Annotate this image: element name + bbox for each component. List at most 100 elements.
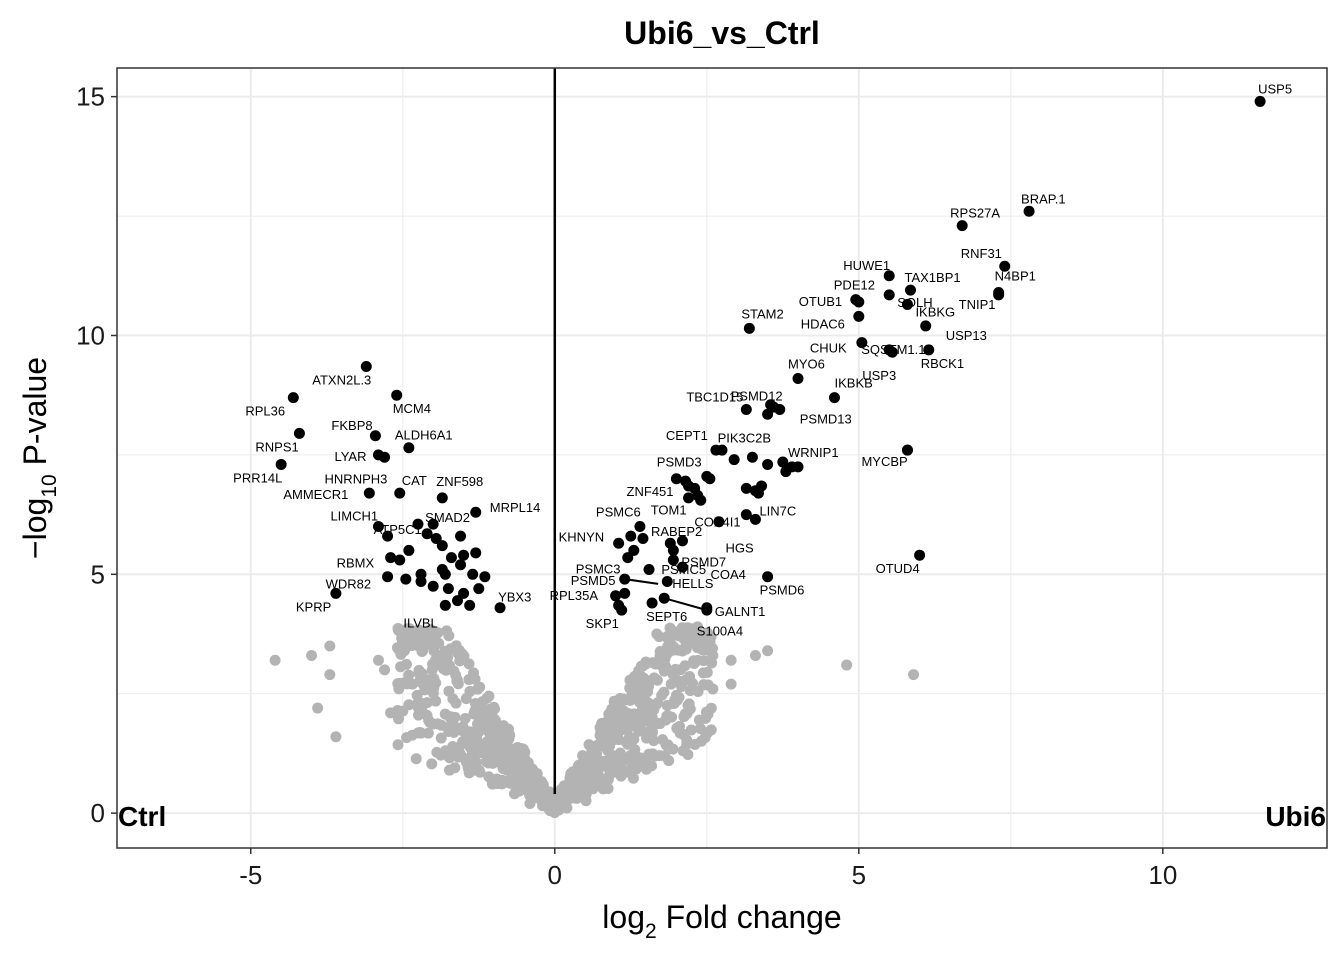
y-tick-label: 0: [91, 798, 105, 828]
gene-label: HNRNPH3: [325, 471, 388, 486]
labeled-point: [765, 399, 777, 411]
gene-label: PDE12: [834, 278, 875, 293]
gene-label: ZNF451: [627, 484, 674, 499]
nonsignificant-point: [392, 739, 404, 751]
nonsignificant-point: [416, 668, 428, 680]
gene-label: PSMC3: [576, 562, 621, 577]
labeled-point: [667, 554, 679, 566]
significant-point: [625, 530, 637, 542]
labeled-point: [856, 337, 868, 349]
x-tick-label: 10: [1148, 860, 1177, 890]
labeled-point: [956, 220, 968, 232]
nonsignificant-point: [698, 679, 710, 691]
significant-point: [403, 544, 415, 556]
labeled-point: [740, 404, 752, 416]
nonsignificant-point: [602, 745, 614, 757]
gene-label: WDR82: [326, 577, 372, 592]
nonsignificant-point: [635, 660, 647, 672]
significant-point: [643, 564, 655, 576]
nonsignificant-point: [762, 645, 774, 657]
nonsignificant-point: [473, 726, 485, 738]
nonsignificant-point: [621, 715, 633, 727]
nonsignificant-point: [512, 769, 524, 781]
nonsignificant-point: [676, 627, 688, 639]
gene-label: SOLH: [897, 295, 932, 310]
labeled-point: [613, 537, 625, 549]
nonsignificant-point: [908, 669, 920, 681]
labeled-point: [904, 284, 916, 296]
nonsignificant-point: [463, 658, 475, 670]
gene-label: MCM4: [393, 401, 431, 416]
nonsignificant-point: [444, 711, 456, 723]
gene-label: OTUB1: [799, 294, 842, 309]
labeled-point: [403, 442, 415, 454]
gene-label: USP5: [1258, 81, 1292, 96]
nonsignificant-point: [447, 741, 459, 753]
nonsignificant-point: [412, 709, 424, 721]
labeled-point: [710, 444, 722, 456]
nonsignificant-point: [482, 747, 494, 759]
nonsignificant-point: [640, 763, 652, 775]
labeled-point: [901, 444, 913, 456]
labeled-point: [658, 592, 670, 604]
nonsignificant-point: [471, 738, 483, 750]
labeled-point: [394, 487, 406, 499]
gene-label: PSMD12: [731, 389, 783, 404]
labeled-point: [667, 544, 679, 556]
labeled-point: [634, 521, 646, 533]
nonsignificant-point: [456, 751, 468, 763]
nonsignificant-points: [269, 621, 920, 818]
nonsignificant-point: [705, 702, 717, 714]
significant-point: [458, 587, 470, 599]
nonsignificant-point: [472, 683, 484, 695]
labeled-point: [713, 516, 725, 528]
gene-label: KPRP: [296, 599, 331, 614]
nonsignificant-point: [577, 762, 589, 774]
labeled-point: [828, 392, 840, 404]
gene-label: MYO6: [788, 356, 825, 371]
labeled-point: [427, 518, 439, 530]
nonsignificant-point: [637, 725, 649, 737]
labeled-point: [330, 587, 342, 599]
nonsignificant-point: [563, 777, 575, 789]
nonsignificant-point: [618, 723, 630, 735]
significant-point: [452, 595, 464, 607]
nonsignificant-point: [410, 753, 422, 765]
y-tick-label: 15: [76, 82, 105, 112]
nonsignificant-point: [749, 650, 761, 662]
gene-label: RBCK1: [921, 356, 964, 371]
significant-point: [628, 544, 640, 556]
labeled-point: [385, 552, 397, 564]
nonsignificant-point: [400, 658, 412, 670]
significant-point: [464, 599, 476, 611]
significant-point: [670, 473, 682, 485]
labeled-point: [701, 602, 713, 614]
significant-point: [412, 518, 424, 530]
x-axis-ticks: -5 0 5 10: [239, 848, 1177, 890]
labeled-point: [379, 451, 391, 463]
nonsignificant-point: [324, 640, 336, 652]
nonsignificant-point: [662, 739, 674, 751]
labeled-point: [619, 573, 631, 585]
gene-label: IKBKG: [915, 304, 955, 319]
nonsignificant-point: [392, 713, 404, 725]
nonsignificant-point: [518, 760, 530, 772]
nonsignificant-point: [372, 654, 384, 666]
gene-label: TBC1D15: [686, 390, 743, 405]
nonsignificant-point: [459, 712, 471, 724]
nonsignificant-point: [469, 673, 481, 685]
gene-label: KHNYN: [559, 529, 605, 544]
gene-label: LIN7C: [759, 503, 796, 518]
nonsignificant-point: [700, 630, 712, 642]
nonsignificant-point: [536, 782, 548, 794]
gene-label: SKP1: [586, 616, 619, 631]
nonsignificant-point: [681, 738, 693, 750]
nonsignificant-point: [841, 659, 853, 671]
nonsignificant-point: [508, 788, 520, 800]
labeled-point: [494, 602, 506, 614]
nonsignificant-point: [667, 697, 679, 709]
nonsignificant-point: [483, 771, 495, 783]
significant-point: [470, 547, 482, 559]
nonsignificant-point: [416, 645, 428, 657]
nonsignificant-point: [630, 750, 642, 762]
